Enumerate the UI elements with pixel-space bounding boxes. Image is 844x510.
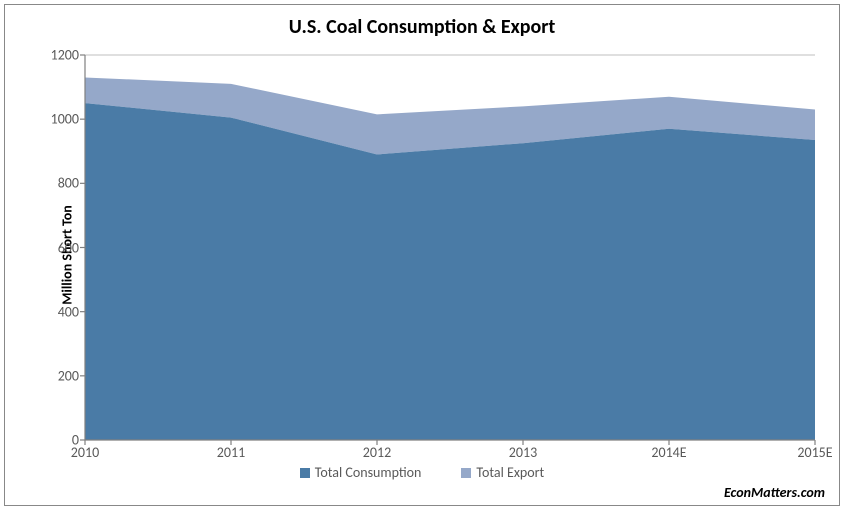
x-tick-label: 2012 xyxy=(363,440,391,461)
y-tick-label: 1000 xyxy=(51,111,85,128)
legend-swatch xyxy=(300,468,310,478)
y-tick-label: 200 xyxy=(58,367,85,384)
y-tick-label: 600 xyxy=(58,239,85,256)
x-tick-label: 2015E xyxy=(797,440,832,461)
legend-item: Total Consumption xyxy=(300,464,422,481)
chart-svg xyxy=(85,55,815,440)
area-total-consumption xyxy=(85,103,815,440)
y-tick-label: 800 xyxy=(58,175,85,192)
legend-swatch xyxy=(461,468,471,478)
y-tick-label: 400 xyxy=(58,303,85,320)
y-tick-label: 1200 xyxy=(51,47,85,64)
area-series xyxy=(85,77,815,440)
legend-item: Total Export xyxy=(461,464,544,481)
x-tick-label: 2014E xyxy=(651,440,686,461)
x-tick-label: 2010 xyxy=(71,440,99,461)
plot-area: 020040060080010001200 201020112012201320… xyxy=(85,55,815,440)
attribution-text: EconMatters.com xyxy=(724,484,825,501)
legend-label: Total Export xyxy=(476,464,544,481)
legend: Total Consumption Total Export xyxy=(5,464,839,481)
x-tick-label: 2013 xyxy=(509,440,537,461)
x-tick-label: 2011 xyxy=(217,440,245,461)
legend-label: Total Consumption xyxy=(315,464,422,481)
chart-title: U.S. Coal Consumption & Export xyxy=(5,5,839,39)
chart-container: U.S. Coal Consumption & Export Million S… xyxy=(4,4,840,506)
